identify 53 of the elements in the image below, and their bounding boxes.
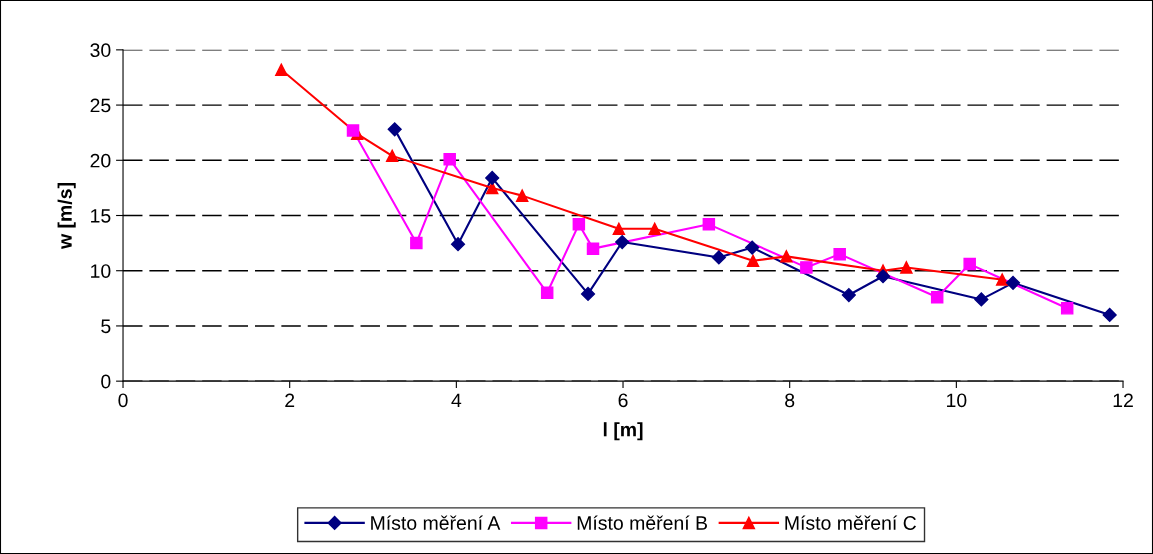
point: [1005, 275, 1021, 290]
x-tick-label: 2: [285, 393, 295, 408]
point: [711, 250, 726, 265]
point: [612, 222, 626, 236]
point: [974, 292, 989, 307]
point: [485, 170, 500, 186]
point: [385, 149, 399, 163]
point: [702, 218, 716, 231]
point: [485, 181, 499, 195]
point: [648, 222, 661, 236]
point: [615, 234, 630, 250]
point: [780, 250, 793, 263]
point: [900, 261, 913, 274]
point: [443, 152, 456, 166]
point: [580, 286, 596, 301]
y-tick-label: 10: [91, 264, 111, 278]
point: [346, 124, 360, 137]
point: [572, 218, 586, 231]
point: [833, 247, 846, 261]
legend-label: Místo měření C: [785, 515, 917, 530]
point: [841, 287, 856, 303]
y-tick-label: 5: [101, 319, 111, 334]
y-tick-label: 30: [90, 43, 111, 58]
point: [515, 189, 529, 202]
x-tick-label: 0: [118, 393, 128, 408]
y-tick-label: 0: [101, 374, 111, 389]
point: [1102, 307, 1117, 322]
legend-label: Místo měření B: [577, 515, 707, 530]
point: [586, 242, 600, 255]
y-tick-label: 25: [90, 98, 111, 113]
point: [800, 261, 813, 274]
x-tick-label: 10: [947, 393, 967, 408]
point: [450, 237, 466, 252]
point: [746, 254, 760, 268]
point: [540, 286, 554, 300]
point: [275, 63, 288, 76]
point: [410, 236, 423, 250]
point: [875, 269, 891, 284]
point: [930, 290, 944, 304]
y-axis-title: w [m/s]: [57, 183, 76, 250]
point: [963, 257, 976, 271]
x-tick-label: 12: [1113, 393, 1133, 408]
x-tick-label: 4: [451, 393, 462, 408]
point: [995, 273, 1009, 286]
x-tick-label: 8: [785, 393, 795, 408]
x-axis-title: l [m]: [603, 422, 643, 441]
y-tick-label: 20: [90, 153, 111, 168]
y-tick-label: 15: [91, 209, 111, 223]
point: [387, 122, 402, 137]
point: [745, 240, 760, 255]
legend-label: Místo měření A: [371, 515, 501, 530]
x-tick-label: 6: [618, 393, 628, 408]
point: [1060, 302, 1074, 315]
